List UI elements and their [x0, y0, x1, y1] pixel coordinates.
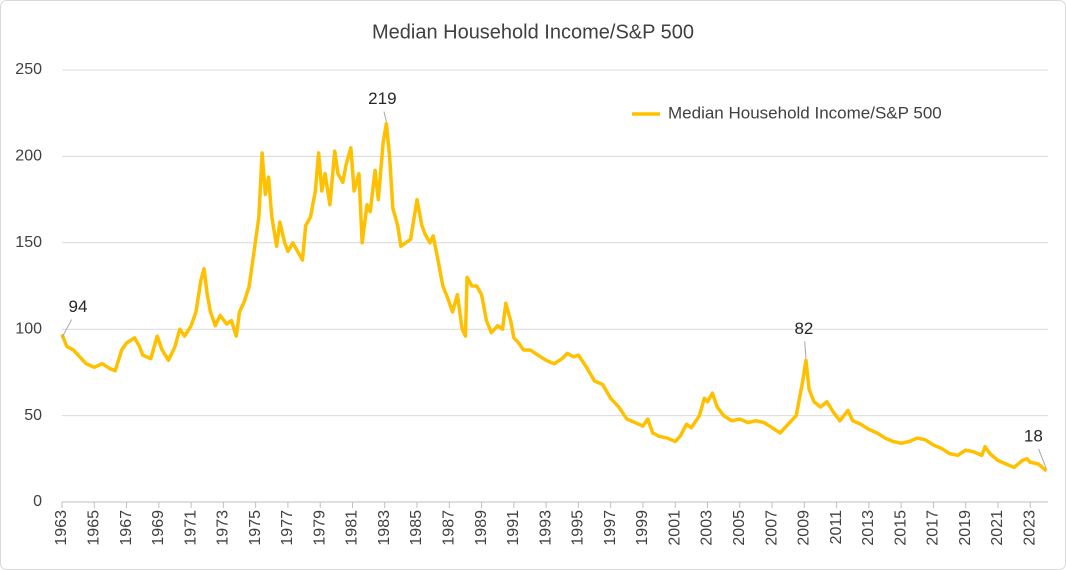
x-tick-label: 1971 [182, 510, 199, 546]
x-tick-label: 2005 [731, 510, 748, 546]
x-tick-label: 2009 [796, 510, 813, 546]
x-tick-label: 1969 [150, 510, 167, 546]
x-tick-label: 2015 [892, 510, 909, 546]
x-tick-label: 1963 [53, 510, 70, 546]
annotation-leader [804, 341, 807, 359]
x-tick-label: 1975 [247, 510, 264, 546]
series-line [60, 121, 1048, 473]
annotation-leader [1038, 448, 1047, 470]
x-tick-label: 1989 [473, 510, 490, 546]
x-tick-label: 1995 [570, 510, 587, 546]
x-tick-label: 1987 [441, 510, 458, 546]
x-tick-label: 1983 [376, 510, 393, 546]
x-tick-label: 2007 [763, 510, 780, 546]
annotation-label: 94 [69, 297, 88, 316]
x-tick-label: 2019 [957, 510, 974, 546]
x-tick-label: 2003 [699, 510, 716, 546]
x-tick-label: 1981 [344, 510, 361, 546]
y-tick-label: 100 [15, 320, 42, 337]
x-tick-label: 2023 [1021, 510, 1038, 546]
y-tick-label: 0 [33, 493, 42, 510]
x-tick-label: 1979 [311, 510, 328, 546]
x-tick-label: 1993 [537, 510, 554, 546]
annotation-label: 219 [368, 89, 396, 108]
x-tick-label: 1999 [634, 510, 651, 546]
x-tick-label: 1967 [118, 510, 135, 546]
x-tick-label: 1973 [215, 510, 232, 546]
y-tick-label: 200 [15, 148, 42, 165]
x-tick-label: 2017 [925, 510, 942, 546]
annotation-label: 18 [1024, 426, 1043, 445]
x-tick-label: 1985 [408, 510, 425, 546]
y-tick-label: 250 [15, 61, 42, 78]
x-tick-label: 2021 [989, 510, 1006, 546]
x-tick-label: 1977 [279, 510, 296, 546]
annotation-leader [383, 111, 387, 122]
x-tick-label: 2013 [860, 510, 877, 546]
x-tick-label: 1991 [505, 510, 522, 546]
y-tick-label: 150 [15, 234, 42, 251]
x-tick-label: 2011 [828, 510, 845, 545]
annotation-label: 82 [794, 319, 813, 338]
x-tick-label: 2001 [666, 510, 683, 546]
legend-label: Median Household Income/S&P 500 [668, 103, 942, 122]
x-tick-label: 1997 [602, 510, 619, 546]
y-tick-label: 50 [24, 407, 42, 424]
annotation-leader [61, 319, 73, 338]
x-tick-label: 1965 [85, 510, 102, 546]
chart-title: Median Household Income/S&P 500 [372, 21, 694, 43]
